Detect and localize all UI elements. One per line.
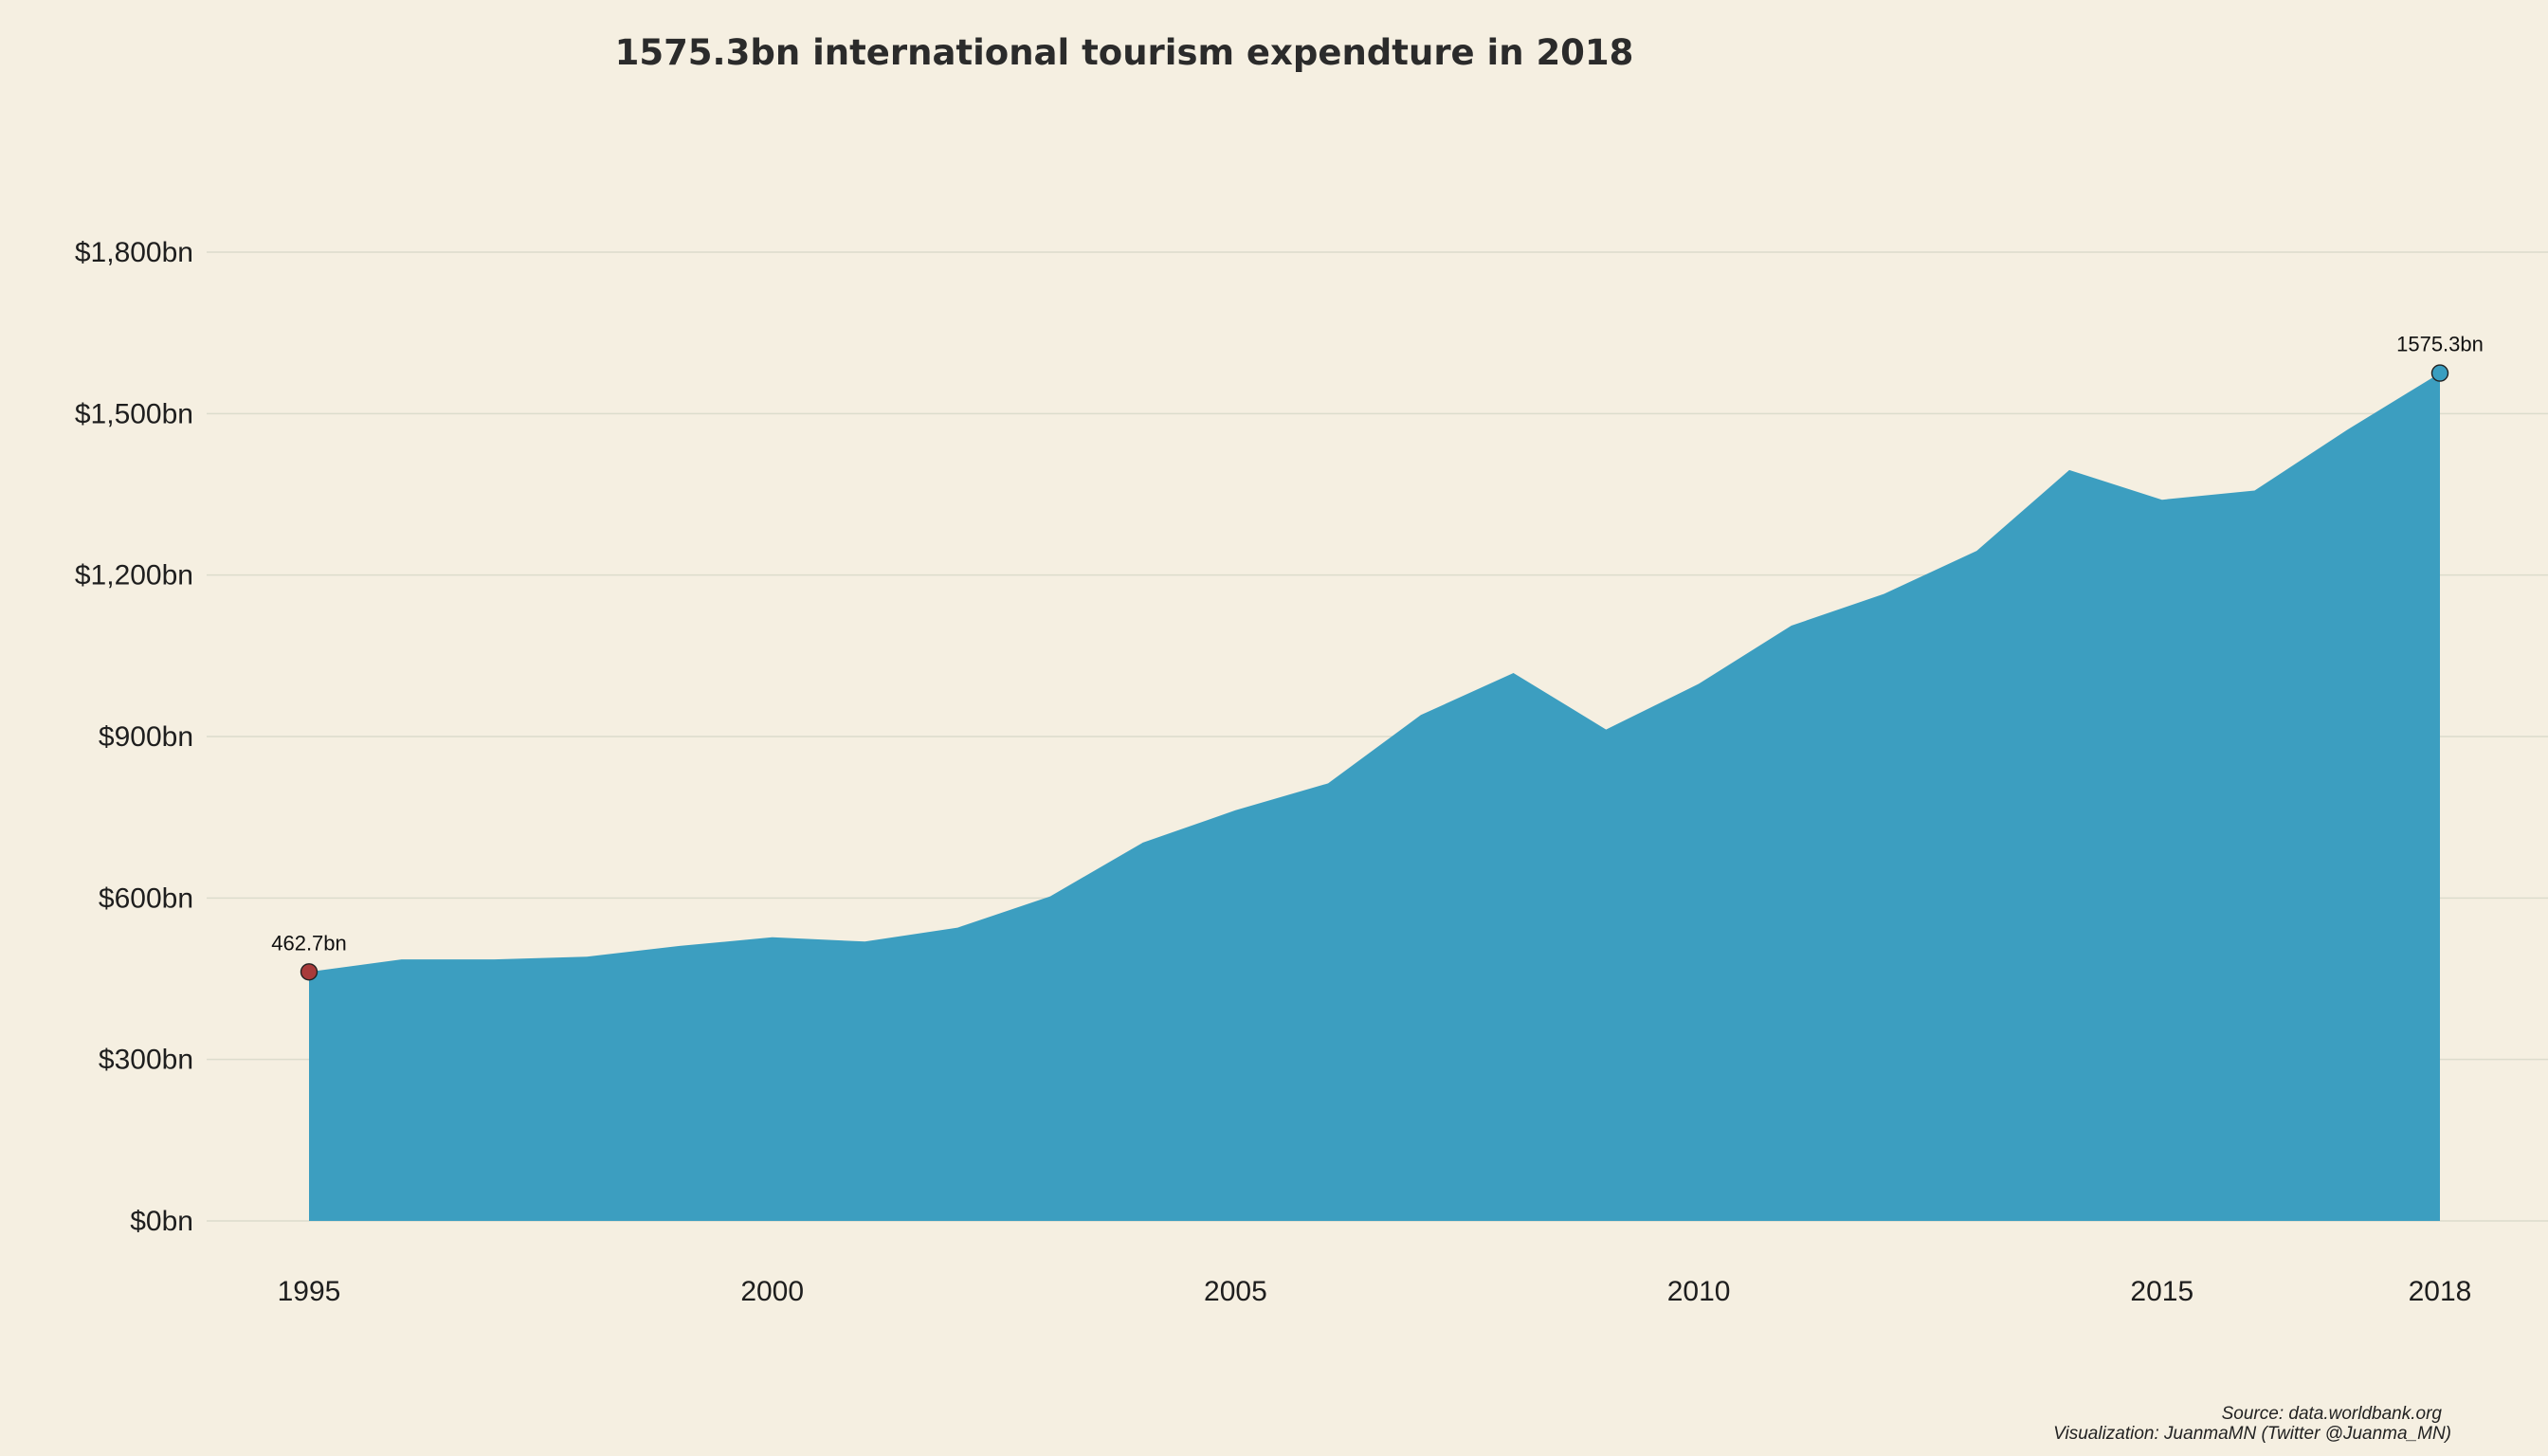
x-axis-ticks: 1995 2000 2005 2010 2015 2018	[278, 1276, 2472, 1307]
y-axis-ticks: $0bn $300bn $600bn $900bn $1,200bn $1,500bn $1…	[75, 237, 193, 1237]
credit-caption: Visualization: JuanmaMN (Twitter @Juanma…	[2053, 1424, 2451, 1444]
y-tick-label: $300bn	[99, 1045, 193, 1076]
data-label-2018: 1575.3bn	[2396, 333, 2484, 356]
x-tick-label: 2010	[1667, 1276, 1731, 1307]
data-point-1995	[300, 963, 318, 981]
series-area	[309, 373, 2440, 1222]
y-tick-label: $1,200bn	[75, 560, 193, 592]
data-label-1995: 462.7bn	[271, 931, 347, 955]
area-layer	[309, 373, 2440, 1222]
x-tick-label: 2018	[2409, 1276, 2472, 1307]
source-caption: Source: data.worldbank.org	[2222, 1404, 2443, 1424]
y-tick-label: $0bn	[130, 1206, 193, 1237]
chart-title: 1575.3bn international tourism expendtur…	[615, 32, 1634, 73]
y-tick-label: $1,500bn	[75, 398, 193, 429]
y-tick-label: $1,800bn	[75, 237, 193, 268]
y-tick-label: $900bn	[99, 721, 193, 753]
y-tick-label: $600bn	[99, 883, 193, 914]
data-labels: 462.7bn 1575.3bn	[271, 333, 2484, 981]
x-tick-label: 2000	[740, 1276, 804, 1307]
x-tick-label: 2015	[2130, 1276, 2193, 1307]
x-tick-label: 1995	[278, 1276, 341, 1307]
x-tick-label: 2005	[1204, 1276, 1267, 1307]
data-point-2018	[2430, 364, 2449, 382]
